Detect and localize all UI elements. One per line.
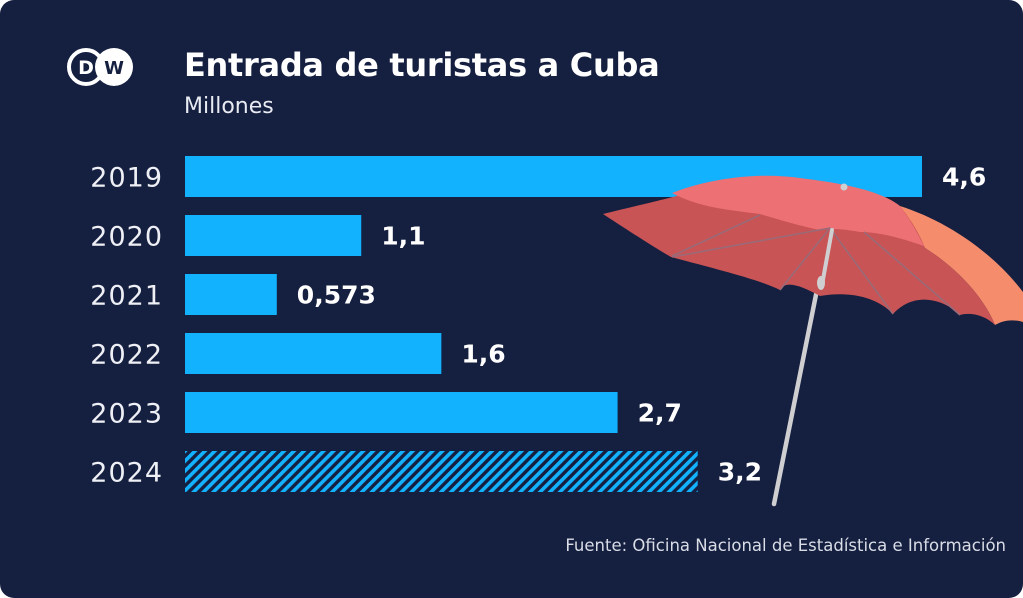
umbrella-illustration — [603, 175, 1023, 507]
category-label-2023: 2023 — [90, 399, 163, 430]
category-label-2021: 2021 — [90, 281, 163, 312]
logo-text-d: D — [78, 57, 94, 79]
category-label-2024: 2024 — [90, 458, 163, 489]
umbrella-ribs — [671, 214, 961, 316]
bar-2021 — [185, 274, 277, 315]
umbrella-canopy-top — [672, 175, 924, 246]
value-label-2022: 1,6 — [461, 340, 505, 369]
umbrella-side-panel — [900, 206, 1023, 325]
category-label-2020: 2020 — [90, 222, 163, 253]
dw-logo: D W — [67, 48, 133, 86]
category-label-2022: 2022 — [90, 340, 163, 371]
umbrella-tip — [840, 183, 848, 191]
category-label-2019: 2019 — [90, 163, 163, 194]
bar-2022 — [185, 333, 442, 374]
logo-text-w: W — [104, 58, 124, 79]
value-label-2024: 3,2 — [718, 458, 762, 487]
umbrella-pole-upper — [820, 228, 834, 287]
chart-subtitle: Millones — [184, 94, 274, 119]
value-label-2021: 0,573 — [297, 281, 376, 310]
bars-layer — [185, 156, 922, 492]
value-label-2023: 2,7 — [638, 399, 682, 428]
value-label-2019: 4,6 — [942, 163, 986, 192]
source-note: Fuente: Oficina Nacional de Estadística … — [565, 536, 1006, 555]
value-label-2020: 1,1 — [381, 222, 425, 251]
chart-title: Entrada de turistas a Cuba — [184, 46, 660, 84]
bar-2023 — [185, 392, 618, 433]
labels-layer: 2019 4,6 2020 1,1 2021 0,573 2022 1,6 2023 2,7 202… — [90, 163, 986, 489]
bar-2024 — [185, 451, 698, 492]
bar-2020 — [185, 215, 362, 256]
umbrella-runner — [817, 276, 825, 290]
